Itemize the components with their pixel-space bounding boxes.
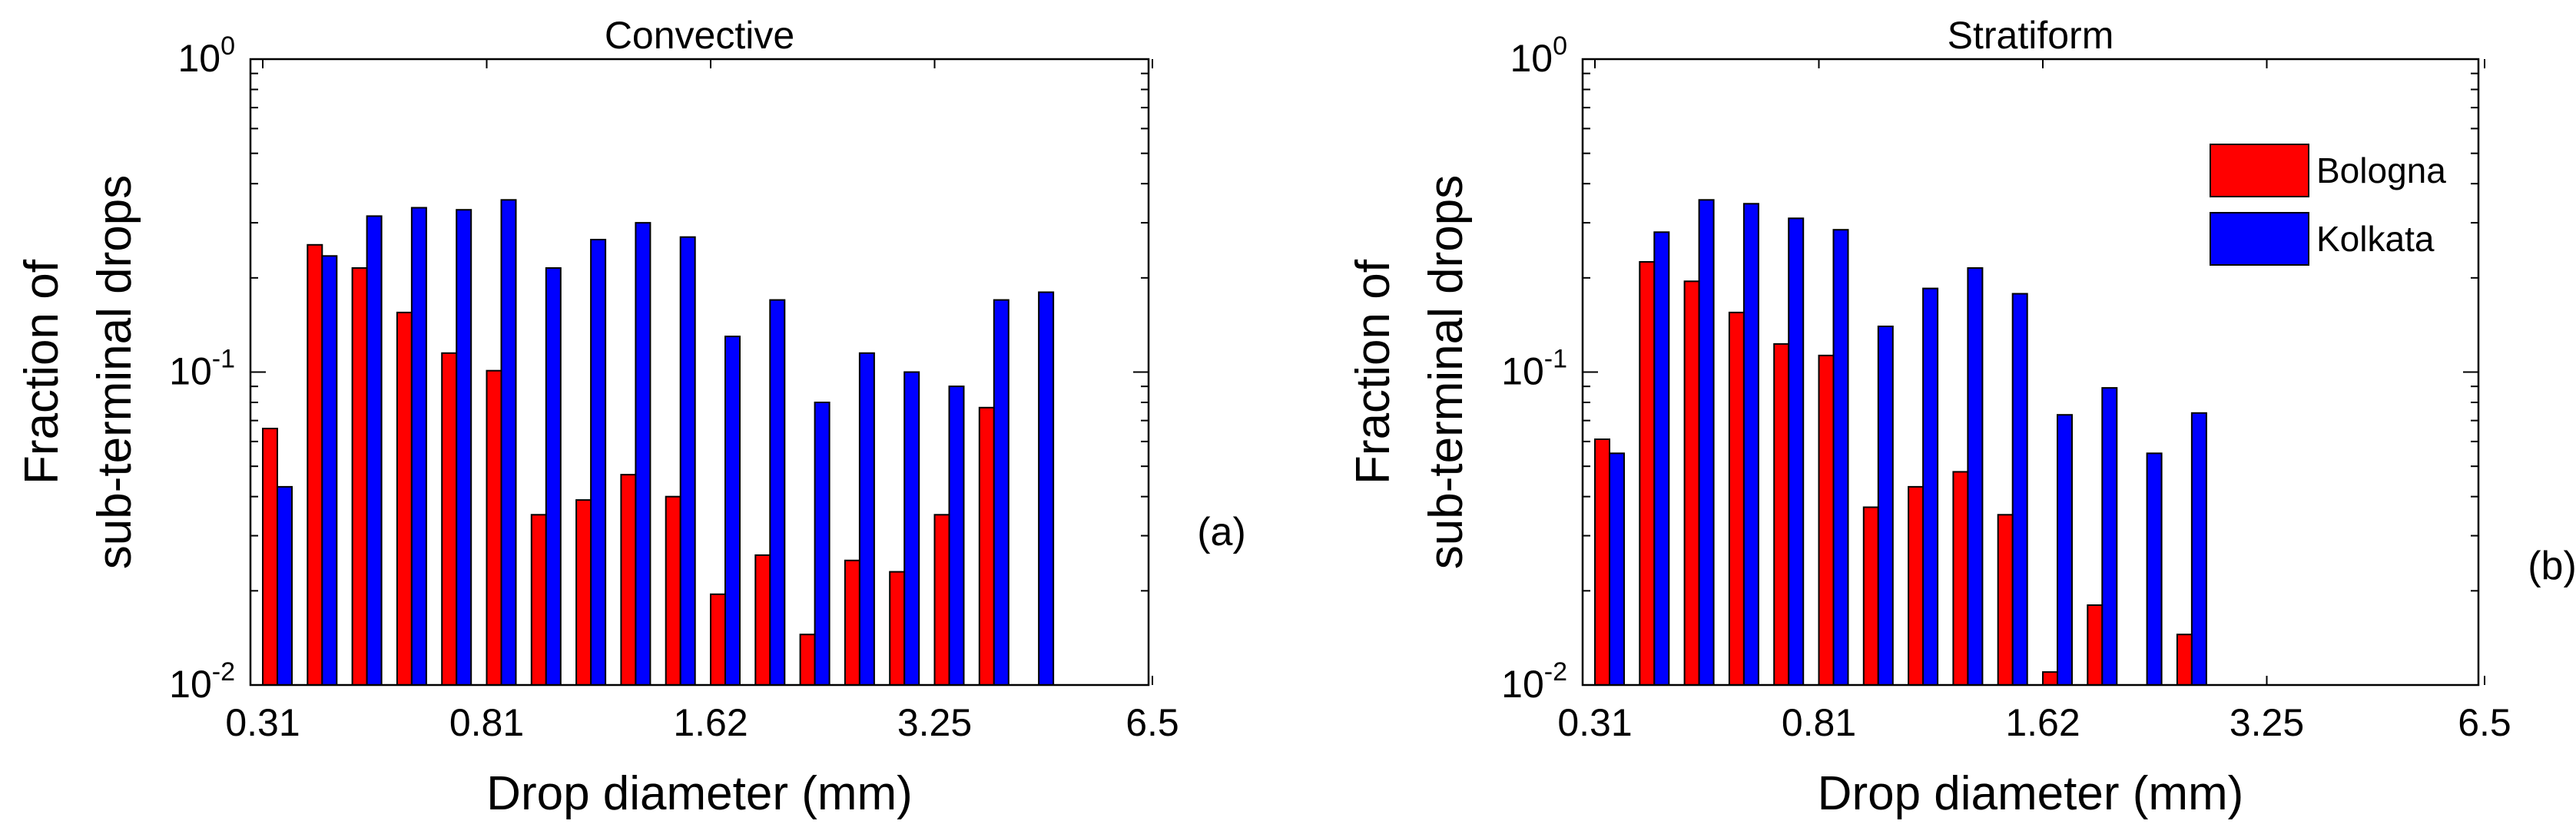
bar-bologna-15	[933, 514, 950, 686]
bar-kolkata-4	[1788, 217, 1805, 686]
y-axis-label: Fraction of	[15, 259, 68, 485]
y-tick-label: 100	[1510, 31, 1567, 80]
legend: Bologna Kolkata	[2210, 144, 2446, 266]
bar-bologna-12	[799, 634, 816, 687]
y-axis-label: sub-terminal drops	[1420, 175, 1473, 569]
bar-kolkata-13	[2190, 412, 2207, 686]
bar-bologna-9	[1997, 514, 2014, 686]
bar-kolkata-6	[1877, 326, 1894, 686]
x-tick-label: 6.5	[1126, 701, 1179, 744]
bar-bologna-1	[307, 243, 323, 686]
bar-kolkata-8	[1967, 267, 1984, 686]
bar-kolkata-13	[858, 352, 875, 686]
bar-bologna-2	[1683, 280, 1700, 686]
bar-kolkata-14	[903, 371, 920, 686]
chart-panel-b: 10-2 10-1 100 0.31 0.81 1.62 3.25 6.5 Stratiform…	[1347, 14, 2576, 820]
x-axis-label: Drop diameter (mm)	[486, 767, 913, 820]
chart-panel-a: 10-2 10-1 100 0.31 0.81 1.62 3.25 6.5 Convective…	[15, 14, 1246, 820]
bar-bologna-5	[486, 369, 502, 686]
bar-kolkata-1	[1653, 231, 1670, 686]
bar-bologna-1	[1639, 261, 1656, 686]
bar-kolkata-2	[1698, 199, 1715, 686]
bar-kolkata-11	[769, 299, 786, 686]
y-tick-label: 10-2	[1501, 657, 1567, 706]
bar-bologna-3	[1728, 311, 1745, 686]
legend-label-kolkata: Kolkata	[2316, 219, 2435, 259]
x-tick-label: 1.62	[2005, 701, 2080, 744]
bar-bologna-8	[620, 474, 637, 686]
bar-bologna-5	[1818, 354, 1835, 686]
bar-bologna-11	[2087, 604, 2104, 686]
bar-kolkata-7	[1922, 287, 1939, 687]
bar-kolkata-12	[814, 402, 830, 686]
bar-bologna-3	[396, 311, 413, 686]
bar-bologna-9	[665, 495, 681, 687]
y-tick-label: 10-1	[1501, 345, 1567, 393]
bar-bologna-2	[351, 267, 368, 686]
bar-kolkata-2	[366, 215, 383, 686]
panel-label: (a)	[1197, 510, 1246, 554]
y-tick-label: 100	[177, 31, 235, 80]
bar-bologna-16	[978, 406, 995, 686]
bar-kolkata-4	[456, 209, 472, 686]
y-axis-label: Fraction of	[1347, 259, 1400, 485]
bar-bologna-4	[441, 352, 458, 686]
bar-kolkata-5	[1832, 229, 1849, 686]
bar-bologna-7	[1908, 485, 1925, 687]
legend-swatch-kolkata	[2210, 212, 2309, 266]
bar-kolkata-0	[277, 485, 293, 687]
bar-bologna-0	[1594, 438, 1610, 686]
bar-bologna-13	[2176, 634, 2193, 687]
y-axis-label: sub-terminal drops	[88, 175, 141, 569]
bar-kolkata-11	[2101, 387, 2118, 686]
bar-kolkata-6	[545, 267, 562, 686]
bar-bologna-13	[844, 559, 860, 686]
bar-kolkata-16	[993, 299, 1010, 686]
y-tick-label: 10-1	[169, 345, 235, 393]
chart-title: Stratiform	[1948, 14, 2114, 57]
x-tick-label: 0.31	[1557, 701, 1632, 744]
bar-kolkata-3	[1742, 203, 1759, 686]
bar-bologna-6	[530, 514, 547, 686]
x-axis-label: Drop diameter (mm)	[1818, 767, 2244, 820]
bar-kolkata-0	[1609, 452, 1625, 686]
bar-kolkata-12	[2146, 452, 2163, 686]
bar-bologna-8	[1952, 471, 1969, 687]
x-tick-label: 3.25	[2230, 701, 2304, 744]
bar-bologna-14	[889, 571, 906, 686]
bar-kolkata-10	[724, 336, 741, 686]
x-tick-label: 0.81	[1782, 701, 1856, 744]
x-tick-label: 0.31	[225, 701, 300, 744]
bar-kolkata-1	[321, 255, 338, 686]
bar-bologna-11	[754, 554, 771, 687]
bar-kolkata-8	[635, 222, 651, 687]
x-tick-label: 0.81	[449, 701, 524, 744]
bar-bologna-6	[1862, 506, 1879, 686]
bar-bologna-10	[710, 593, 726, 686]
bar-kolkata-7	[590, 239, 607, 686]
bar-kolkata-17	[1038, 291, 1055, 686]
axes-box	[249, 58, 1150, 687]
bar-kolkata-9	[679, 236, 696, 686]
bar-kolkata-9	[2011, 293, 2028, 686]
legend-label-bologna: Bologna	[2316, 151, 2446, 190]
bar-bologna-10	[2042, 671, 2058, 686]
bar-kolkata-5	[500, 199, 517, 686]
bar-kolkata-3	[410, 207, 427, 686]
bar-bologna-0	[262, 428, 278, 686]
x-tick-label: 1.62	[673, 701, 748, 744]
bar-kolkata-15	[948, 386, 965, 686]
x-tick-label: 6.5	[2458, 701, 2511, 744]
panel-label: (b)	[2528, 544, 2576, 588]
x-tick-label: 3.25	[897, 701, 972, 744]
bar-bologna-4	[1773, 343, 1790, 686]
bar-kolkata-10	[2057, 414, 2073, 686]
bar-bologna-7	[575, 499, 592, 686]
legend-swatch-bologna	[2210, 144, 2309, 197]
y-tick-label: 10-2	[169, 657, 235, 706]
chart-title: Convective	[605, 14, 794, 57]
